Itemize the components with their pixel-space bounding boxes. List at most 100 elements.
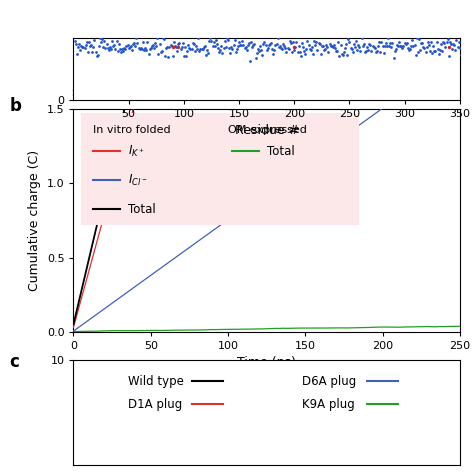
Point: [81, 44, 88, 52]
Point: [279, 40, 287, 47]
Point: [345, 36, 352, 43]
Point: [174, 44, 182, 51]
Point: [322, 41, 330, 49]
Point: [416, 46, 424, 54]
Point: [254, 45, 262, 53]
Text: Wild type: Wild type: [128, 374, 183, 388]
Point: [365, 41, 373, 48]
Point: [185, 44, 193, 52]
Point: [243, 46, 251, 54]
Point: [133, 34, 140, 42]
Point: [385, 42, 393, 49]
Point: [298, 39, 306, 46]
Point: [200, 43, 208, 50]
Point: [443, 38, 450, 46]
Point: [157, 48, 164, 56]
Point: [141, 44, 149, 51]
Point: [241, 45, 248, 52]
Text: K9A plug: K9A plug: [302, 398, 355, 410]
Point: [309, 51, 317, 58]
Point: [415, 35, 423, 43]
Point: [379, 43, 386, 50]
Point: [156, 40, 164, 48]
Point: [174, 40, 182, 48]
Point: [116, 45, 124, 53]
Point: [140, 46, 148, 54]
Point: [95, 42, 103, 50]
Point: [100, 37, 108, 45]
Point: [180, 53, 188, 60]
Point: [244, 41, 252, 48]
Point: [349, 48, 356, 55]
Point: [450, 42, 458, 49]
Point: [126, 44, 134, 51]
Point: [362, 47, 370, 55]
Point: [155, 50, 162, 58]
Point: [255, 47, 263, 55]
Point: [414, 48, 422, 56]
Point: [302, 45, 310, 53]
Point: [281, 42, 288, 49]
Point: [89, 49, 96, 56]
Point: [240, 41, 247, 49]
Point: [363, 43, 371, 51]
Point: [324, 44, 331, 51]
Point: [219, 49, 226, 56]
Point: [77, 42, 85, 50]
Point: [231, 36, 238, 44]
Point: [399, 44, 406, 52]
Point: [400, 43, 407, 50]
Point: [312, 38, 320, 46]
Point: [434, 46, 441, 53]
Point: [410, 42, 417, 50]
Point: [154, 34, 161, 42]
Point: [184, 41, 192, 49]
X-axis label: Residue #: Residue #: [235, 124, 299, 137]
Point: [173, 47, 181, 55]
Point: [282, 45, 289, 52]
Point: [317, 50, 325, 58]
Point: [320, 46, 328, 54]
Point: [445, 53, 453, 60]
Point: [383, 42, 391, 50]
Point: [245, 39, 253, 46]
Point: [413, 34, 420, 42]
Point: [250, 41, 257, 49]
Point: [456, 45, 464, 52]
Point: [457, 51, 465, 58]
Point: [306, 45, 313, 53]
Point: [381, 42, 389, 49]
Point: [301, 51, 309, 58]
Point: [114, 47, 121, 55]
Point: [202, 51, 210, 58]
Point: [296, 49, 303, 56]
Point: [291, 44, 298, 51]
Point: [212, 36, 219, 43]
Point: [393, 41, 401, 49]
Point: [283, 48, 290, 56]
Point: [454, 43, 461, 50]
Point: [276, 42, 283, 50]
Point: [146, 45, 154, 53]
Point: [452, 46, 459, 54]
Point: [235, 38, 243, 46]
Point: [76, 47, 84, 55]
Point: [444, 35, 451, 42]
Point: [404, 45, 412, 52]
Point: [417, 39, 425, 46]
Point: [83, 38, 91, 46]
Point: [384, 34, 392, 42]
Point: [265, 41, 273, 48]
Point: [382, 39, 390, 47]
Point: [316, 40, 323, 48]
Point: [209, 42, 216, 49]
Point: [90, 43, 97, 50]
Point: [173, 44, 180, 51]
Point: [277, 44, 285, 52]
FancyBboxPatch shape: [81, 113, 359, 225]
Text: In vitro folded: In vitro folded: [93, 125, 171, 135]
Point: [166, 44, 173, 51]
Point: [123, 42, 130, 49]
Point: [170, 38, 178, 46]
Point: [124, 41, 131, 48]
